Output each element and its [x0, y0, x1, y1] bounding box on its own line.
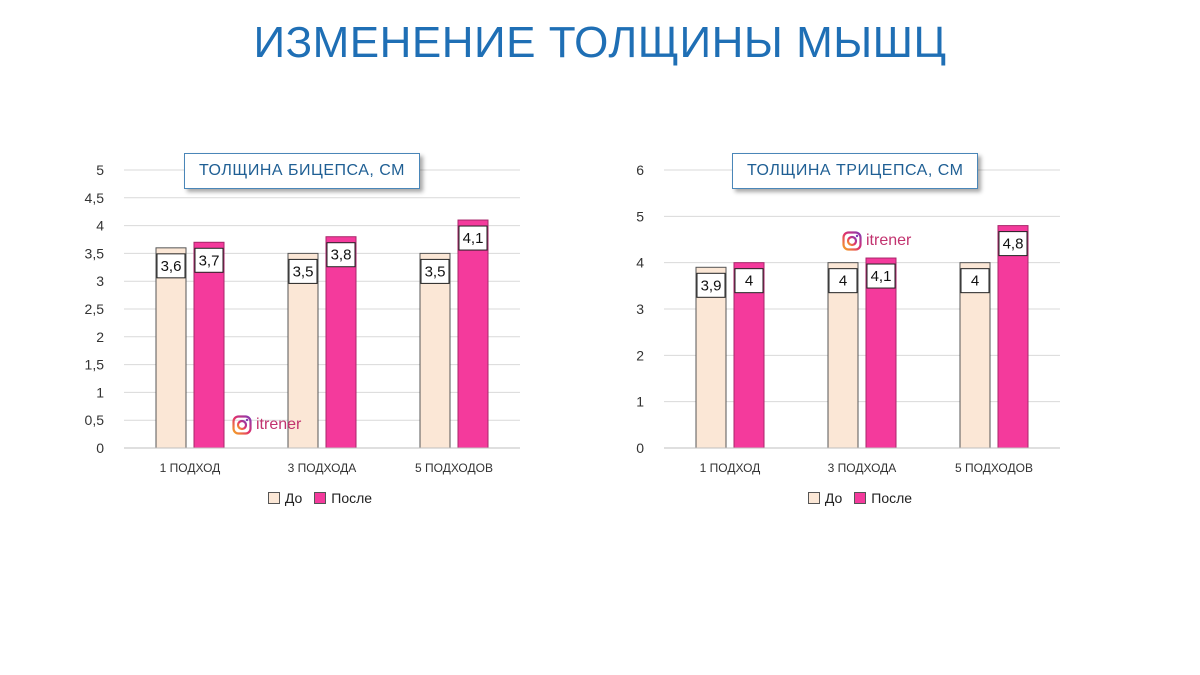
- data-label-box: [326, 242, 356, 268]
- y-tick-label: 5: [96, 162, 104, 178]
- legend-item-after: После: [314, 490, 372, 506]
- triceps-chart-plot: 0 1 2 3 4 5 6 3,9 4 1 ПОДХОД 4 4,1 3 ПОДХОДА 4 4,8 5 ПО…: [636, 162, 1060, 475]
- legend-swatch-after: [314, 492, 327, 504]
- x-tick-label: 3 ПОДХОДА: [828, 461, 897, 475]
- legend-swatch-before: [807, 492, 820, 504]
- watermark-label: itrener: [866, 232, 912, 249]
- data-label: 3,5: [425, 263, 446, 280]
- data-label: 4,1: [463, 230, 484, 247]
- data-label-box: [998, 231, 1028, 257]
- y-tick-label: 3: [96, 273, 104, 289]
- bar-before: [287, 252, 319, 449]
- y-tick-label: 2: [96, 329, 104, 345]
- instagram-icon: [232, 415, 252, 435]
- data-label: 4: [745, 273, 753, 290]
- x-tick-label: 5 ПОДХОДОВ: [955, 461, 1033, 475]
- y-tick-label: 0: [96, 440, 104, 456]
- watermark-label: itrener: [256, 416, 302, 433]
- y-tick-label: 1: [96, 384, 104, 400]
- y-tick-label: 3: [636, 301, 644, 317]
- y-tick-label: 2: [636, 347, 644, 363]
- watermark: itrener: [842, 231, 911, 251]
- data-label: 3,8: [331, 247, 352, 264]
- data-label-box: [866, 263, 896, 289]
- data-label: 3,6: [161, 258, 182, 275]
- x-tick-label: 1 ПОДХОД: [160, 461, 221, 475]
- x-tick-label: 5 ПОДХОДОВ: [415, 461, 493, 475]
- data-label: 3,5: [293, 263, 314, 280]
- legend-label-after: После: [871, 490, 913, 506]
- data-label-box: [828, 268, 858, 294]
- biceps-chart: 0 0,5 1 1,5 2 2,5 3 3,5 4 4,5 5 3,6 3,7 1 ПОДХОД 3,5 3,…: [80, 150, 560, 520]
- legend-label-after: После: [331, 490, 373, 506]
- y-tick-label: 5: [636, 208, 644, 224]
- data-label-box: [960, 268, 990, 294]
- data-label: 3,9: [701, 277, 722, 294]
- bar-before: [419, 252, 451, 449]
- bar-after: [193, 241, 225, 449]
- legend-label-before: До: [284, 490, 303, 506]
- watermark: itrener: [232, 415, 301, 435]
- bar-before: [155, 247, 187, 449]
- y-tick-label: 4: [636, 255, 644, 271]
- data-label-box: [734, 268, 764, 294]
- bar-before: [827, 262, 859, 449]
- data-label: 3,7: [199, 252, 220, 269]
- data-label: 4,1: [871, 268, 892, 285]
- data-label-box: [194, 247, 224, 273]
- biceps-chart-title: ТОЛЩИНА БИЦЕПСА, СМ: [184, 153, 420, 189]
- bar-after: [997, 225, 1029, 449]
- legend-item-before: До: [267, 490, 303, 506]
- legend-swatch-before: [267, 492, 280, 504]
- biceps-chart-legend: До После: [80, 490, 560, 507]
- y-tick-label: 0,5: [85, 412, 105, 428]
- page-title: ИЗМЕНЕНИЕ ТОЛЩИНЫ МЫШЦ: [253, 18, 947, 67]
- bar-after: [865, 257, 897, 449]
- y-tick-label: 4,5: [85, 190, 105, 206]
- y-tick-label: 4: [96, 218, 104, 234]
- y-tick-label: 1,5: [85, 357, 105, 373]
- data-label-box: [458, 225, 488, 251]
- bar-after: [733, 262, 765, 449]
- data-label: 4,8: [1003, 236, 1024, 253]
- legend-item-after: После: [854, 490, 912, 506]
- bar-after: [457, 219, 489, 449]
- triceps-chart-legend: До После: [620, 490, 1100, 507]
- triceps-chart: 0 1 2 3 4 5 6 3,9 4 1 ПОДХОД 4 4,1 3 ПОДХОДА 4 4,8 5 ПО…: [620, 150, 1100, 520]
- data-label: 4: [839, 273, 847, 290]
- y-tick-label: 1: [636, 394, 644, 410]
- legend-item-before: До: [807, 490, 843, 506]
- y-tick-label: 0: [636, 440, 644, 456]
- data-label: 4: [971, 273, 979, 290]
- y-tick-label: 2,5: [85, 301, 105, 317]
- legend-label-before: До: [824, 490, 843, 506]
- bar-after: [325, 236, 357, 449]
- data-label-box: [420, 258, 450, 284]
- triceps-chart-title: ТОЛЩИНА ТРИЦЕПСА, СМ: [732, 153, 979, 189]
- x-tick-label: 1 ПОДХОД: [700, 461, 761, 475]
- biceps-chart-plot: 0 0,5 1 1,5 2 2,5 3 3,5 4 4,5 5 3,6 3,7 1 ПОДХОД 3,5 3,…: [85, 162, 520, 475]
- data-label-box: [696, 272, 726, 298]
- legend-swatch-after: [854, 492, 867, 504]
- data-label-box: [156, 253, 186, 279]
- y-tick-label: 3,5: [85, 245, 105, 261]
- data-label-box: [288, 258, 318, 284]
- x-tick-label: 3 ПОДХОДА: [288, 461, 357, 475]
- instagram-icon: [842, 231, 862, 251]
- bar-before: [959, 262, 991, 449]
- y-tick-label: 6: [636, 162, 644, 178]
